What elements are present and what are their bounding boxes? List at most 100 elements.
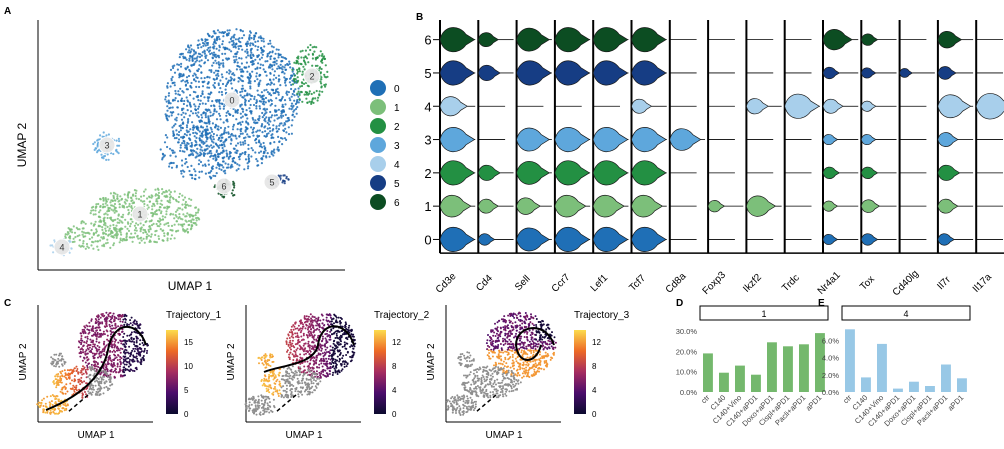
legend-item-6: 6 xyxy=(370,194,400,210)
violin-column-nr4a1: Nr4a1 xyxy=(816,20,859,297)
gene-label-foxp3: Foxp3 xyxy=(701,269,729,297)
cluster-labels: 0 1 2 3 4 5 6 xyxy=(53,67,321,256)
trajectory-colorbar-title: Trajectory_2 xyxy=(374,310,430,321)
gene-label-cd4: Cd4 xyxy=(474,273,495,294)
trajectory-colorbar xyxy=(166,330,178,414)
violin-ccr7-0 xyxy=(554,227,591,252)
violin-column-il7r: Il7r xyxy=(935,20,974,292)
violin-column-cd8a: Cd8a xyxy=(664,20,706,296)
violin-il7r-4 xyxy=(937,94,972,119)
trajectory-xlabel: UMAP 1 xyxy=(485,430,522,441)
violin-cd3e-5 xyxy=(439,60,476,86)
facet-title: 1 xyxy=(761,309,766,319)
svg-text:6: 6 xyxy=(221,182,226,192)
x-tick-label: aPD1 xyxy=(804,393,824,413)
violin-il17a-4 xyxy=(975,93,1004,120)
violin-tcf7-3 xyxy=(631,127,667,152)
violin-ccr7-1 xyxy=(554,195,587,218)
colorbar-tick: 15 xyxy=(184,338,193,347)
violin-cd4-6 xyxy=(477,32,499,47)
violin-ikzf2-4 xyxy=(746,98,769,115)
violin-tox-3 xyxy=(860,134,877,145)
trajectory-ylabel: UMAP 2 xyxy=(226,343,237,380)
violin-row-label-3: 3 xyxy=(424,133,431,148)
violin-tox-4 xyxy=(860,100,877,112)
violin-cd4-2 xyxy=(477,164,501,181)
svg-text:0: 0 xyxy=(229,96,234,106)
bar-chart-cluster-4: 40.0%2.0%4.0%6.0%ctrC140C140+VinoC140+aP… xyxy=(822,305,971,428)
violin-column-foxp3: Foxp3 xyxy=(701,20,744,297)
gene-label-nr4a1: Nr4a1 xyxy=(816,270,843,297)
colorbar-tick: 0 xyxy=(184,410,189,419)
cluster-label-4: 4 xyxy=(53,238,71,256)
umap-points xyxy=(49,28,329,257)
bar-c140-apd1 xyxy=(893,388,903,392)
violin-column-sell: Sell xyxy=(513,20,552,293)
violin-cd4-5 xyxy=(477,64,501,81)
svg-text:4: 4 xyxy=(59,243,64,253)
y-tick-label: 20.0% xyxy=(676,347,698,356)
gene-label-sell: Sell xyxy=(513,274,533,294)
gene-label-lef1: Lef1 xyxy=(589,272,611,294)
bar-cispl-apd1 xyxy=(925,386,935,392)
violin-cd8a-3 xyxy=(669,128,702,151)
violin-column-ccr7: Ccr7 xyxy=(550,20,591,295)
colorbar-tick: 8 xyxy=(392,362,397,371)
trajectory-ylabel: UMAP 2 xyxy=(426,343,437,380)
svg-text:2: 2 xyxy=(394,122,400,133)
violin-nr4a1-1 xyxy=(822,200,839,212)
violin-cd3e-6 xyxy=(439,27,476,53)
trajectory-colorbar-title: Trajectory_1 xyxy=(166,310,222,321)
violin-ccr7-5 xyxy=(554,60,591,86)
y-tick-label: 0.0% xyxy=(680,388,697,397)
trajectory-ylabel: UMAP 2 xyxy=(18,343,29,380)
trajectory-points xyxy=(244,313,357,416)
colorbar-tick: 12 xyxy=(392,338,401,347)
violin-nr4a1-0 xyxy=(822,234,839,245)
violin-column-tox: Tox xyxy=(858,20,897,293)
violin-column-cd40lg: Cd40lg xyxy=(891,20,935,298)
bar-pacli-apd1 xyxy=(799,344,809,392)
svg-text:3: 3 xyxy=(394,141,400,152)
violin-lef1-5 xyxy=(592,60,629,86)
gene-label-cd3e: Cd3e xyxy=(434,271,459,296)
violin-cd3e-0 xyxy=(439,227,476,252)
colorbar-tick: 0 xyxy=(592,410,597,419)
violin-il7r-6 xyxy=(937,31,963,49)
violin-cd4-1 xyxy=(477,198,499,214)
colorbar-tick: 5 xyxy=(184,386,189,395)
cluster-label-3: 3 xyxy=(98,136,116,154)
gene-label-cd8a: Cd8a xyxy=(664,271,689,296)
bar-ctr xyxy=(703,353,713,392)
cluster-label-0: 0 xyxy=(223,91,241,109)
violin-nr4a1-6 xyxy=(822,29,853,51)
bar-chart-cluster-1: 10.0%10.0%20.0%30.0%ctrC140C140+VinoC140… xyxy=(676,305,829,428)
violin-row-label-1: 1 xyxy=(424,199,431,214)
violin-cd40lg-5 xyxy=(899,68,914,78)
colorbar-tick: 4 xyxy=(392,386,397,395)
legend-item-1: 1 xyxy=(370,99,400,115)
bar-cispl-apd1 xyxy=(783,346,793,392)
violin-ikzf2-1 xyxy=(746,195,777,217)
legend-item-4: 4 xyxy=(370,156,400,172)
y-tick-label: 0.0% xyxy=(822,388,839,397)
violin-column-il17a: Il17a xyxy=(971,20,1004,295)
trajectory-arrow xyxy=(45,325,147,411)
violin-cd3e-1 xyxy=(439,195,472,218)
bar-apd1 xyxy=(957,378,967,392)
trajectory-plot-1: UMAP 1 UMAP 2 Trajectory_1 15 10 5 0 xyxy=(18,305,222,441)
violin-tcf7-0 xyxy=(631,227,667,252)
violin-cd3e-3 xyxy=(439,127,476,152)
gene-label-tcf7: Tcf7 xyxy=(627,273,648,294)
cluster-label-1: 1 xyxy=(131,205,149,223)
violin-lef1-0 xyxy=(592,227,629,252)
trajectory-colorbar-title: Trajectory_3 xyxy=(574,310,630,321)
umap-ylabel: UMAP 2 xyxy=(15,122,29,167)
trajectory-plot-3: UMAP 1 UMAP 2 Trajectory_3 12 8 4 0 xyxy=(426,305,630,441)
violin-cd3e-4 xyxy=(439,96,468,117)
svg-text:2: 2 xyxy=(309,72,314,82)
violin-lef1-2 xyxy=(592,160,629,186)
y-tick-label: 30.0% xyxy=(676,327,698,336)
violin-foxp3-1 xyxy=(707,200,726,213)
